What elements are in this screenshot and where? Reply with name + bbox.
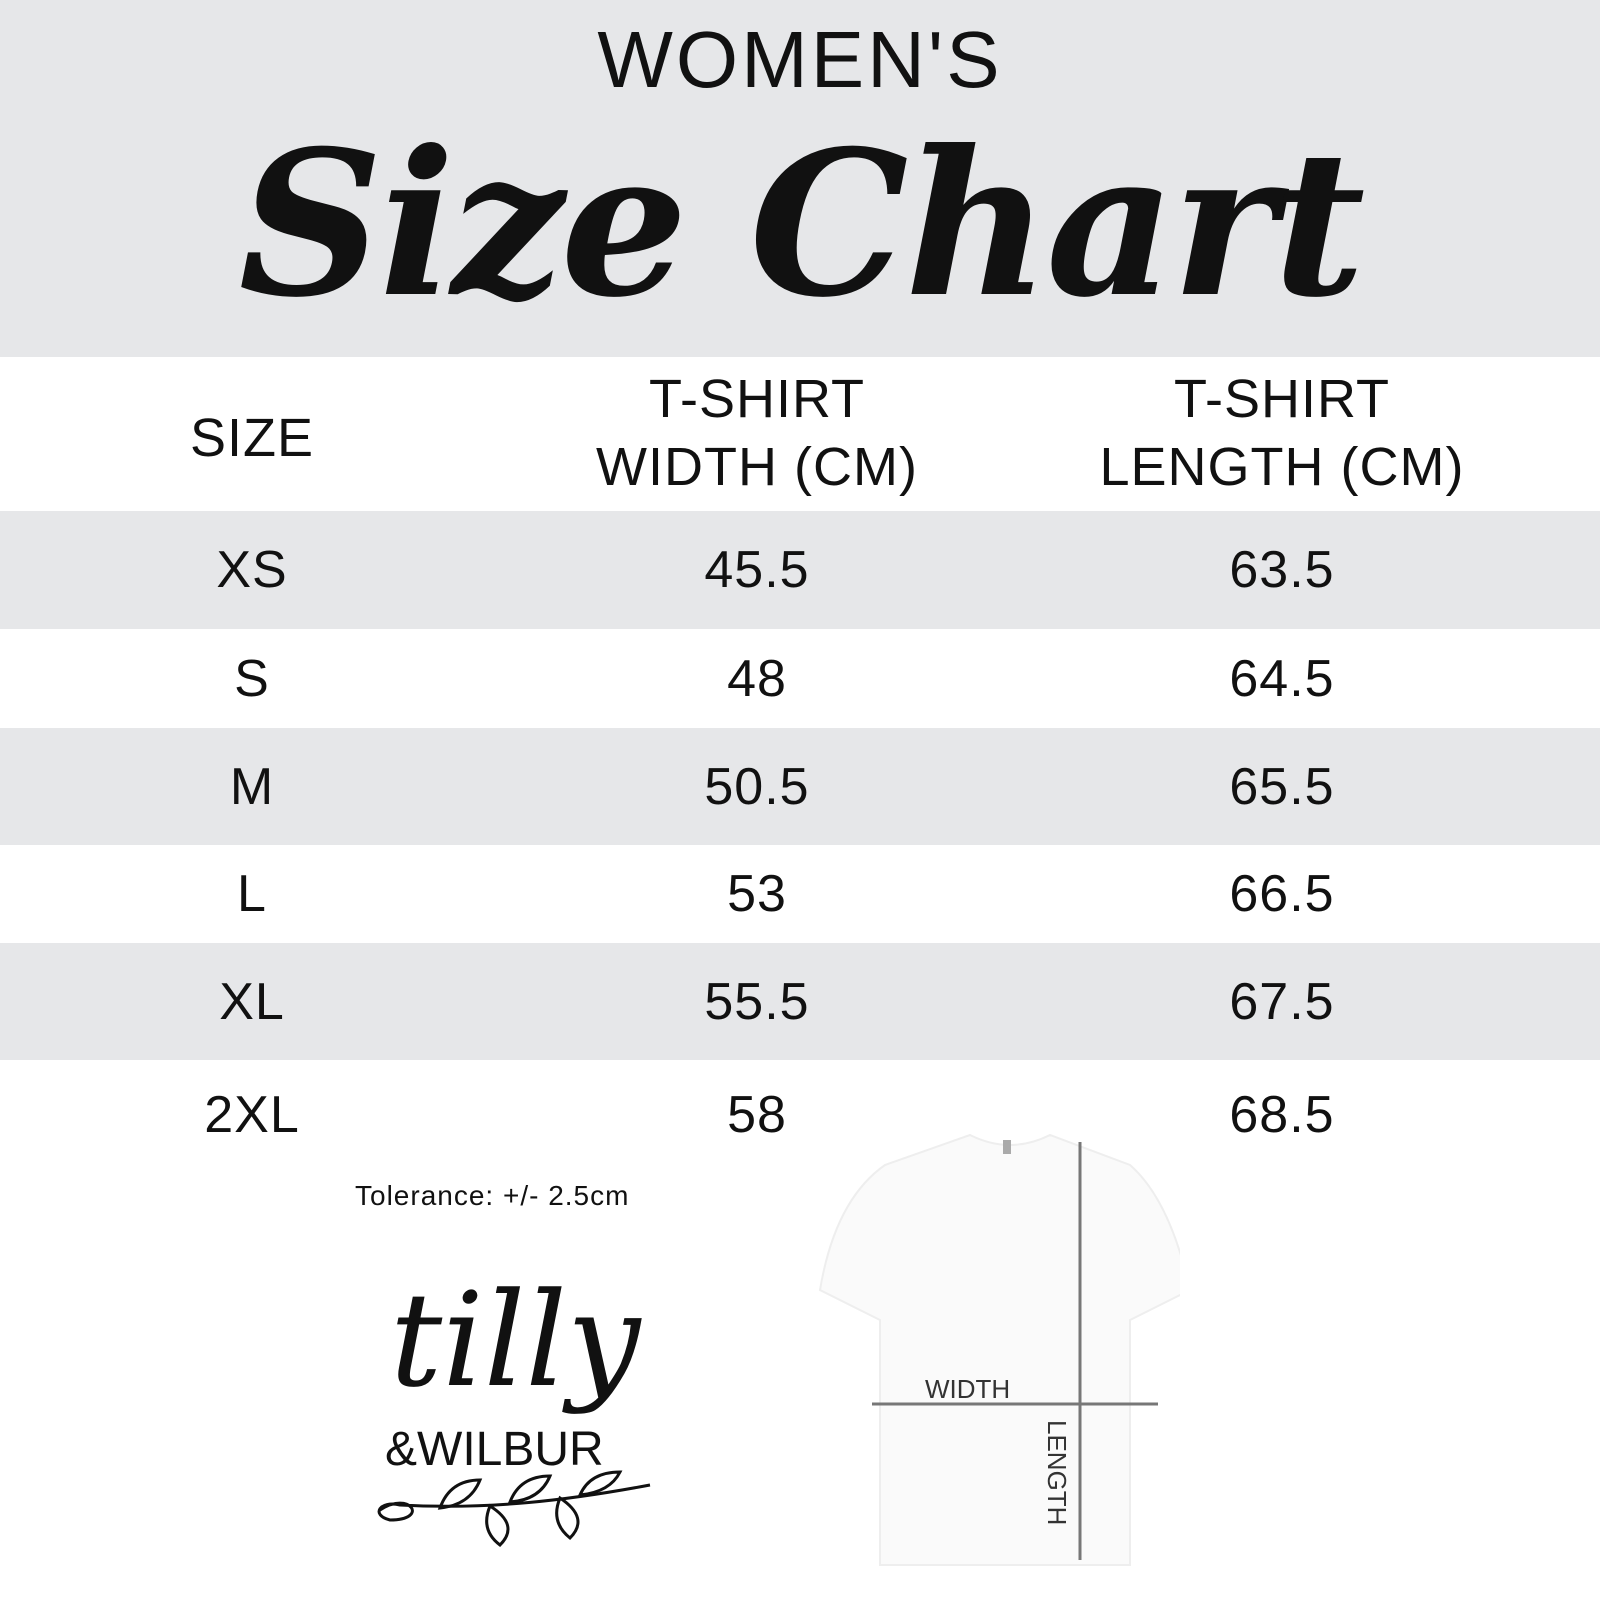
tshirt-icon	[818, 1133, 1180, 1566]
column-header-size: SIZE	[189, 408, 315, 468]
header-overline: WOMEN'S	[597, 15, 1003, 104]
column-header-width-line1: T-SHIRT	[648, 369, 865, 429]
cell-length: 63.5	[1229, 541, 1335, 599]
table-row: XL 55.5 67.5	[0, 943, 1600, 1060]
cell-length: 64.5	[1229, 649, 1335, 708]
table-row: M 50.5 65.5	[0, 728, 1600, 845]
logo-text-tilly: tilly	[390, 1264, 642, 1416]
label-tag-icon	[1003, 1140, 1011, 1154]
column-header-width: T-SHIRT WIDTH (CM)	[557, 365, 957, 501]
leaf-branch-icon	[377, 1470, 651, 1547]
cell-size: 2XL	[204, 1086, 300, 1144]
cell-width: 53	[727, 865, 787, 923]
cell-width: 55.5	[704, 972, 810, 1031]
cell-size: XL	[219, 972, 285, 1031]
cell-width: 58	[727, 1086, 787, 1144]
cell-width: 45.5	[704, 541, 810, 599]
header-band: WOMEN'S Size Chart	[0, 0, 1600, 357]
length-label: LENGTH	[1042, 1420, 1072, 1525]
table-row: 2XL 58 68.5	[0, 1060, 1600, 1170]
table-row: XS 45.5 63.5	[0, 511, 1600, 629]
width-label: WIDTH	[925, 1374, 1010, 1404]
logo-text-wilbur: &WILBUR	[385, 1423, 604, 1476]
cell-length: 66.5	[1229, 865, 1335, 923]
tolerance-note: Tolerance: +/- 2.5cm	[355, 1180, 630, 1211]
cell-width: 50.5	[704, 757, 810, 816]
column-header-length: T-SHIRT LENGTH (CM)	[1032, 365, 1532, 501]
cell-size: L	[237, 865, 267, 923]
cell-length: 65.5	[1229, 757, 1335, 816]
column-header-length-line2: LENGTH (CM)	[1099, 437, 1465, 497]
table-row: L 53 66.5	[0, 845, 1600, 943]
table-row: S 48 64.5	[0, 629, 1600, 728]
page-title: Size Chart	[238, 107, 1366, 342]
cell-size: S	[234, 649, 270, 708]
table-header-row: SIZE T-SHIRT WIDTH (CM) T-SHIRT LENGTH (…	[0, 357, 1600, 511]
column-header-width-line2: WIDTH (CM)	[596, 437, 918, 497]
cell-size: M	[229, 757, 275, 816]
column-header-length-line1: T-SHIRT	[1173, 369, 1390, 429]
cell-size: XS	[216, 541, 288, 599]
cell-length: 68.5	[1229, 1086, 1335, 1144]
brand-logo: tilly &WILBUR	[377, 1264, 651, 1547]
cell-width: 48	[727, 649, 787, 708]
tshirt-diagram: WIDTH LENGTH	[818, 1133, 1180, 1566]
cell-length: 67.5	[1229, 972, 1335, 1031]
